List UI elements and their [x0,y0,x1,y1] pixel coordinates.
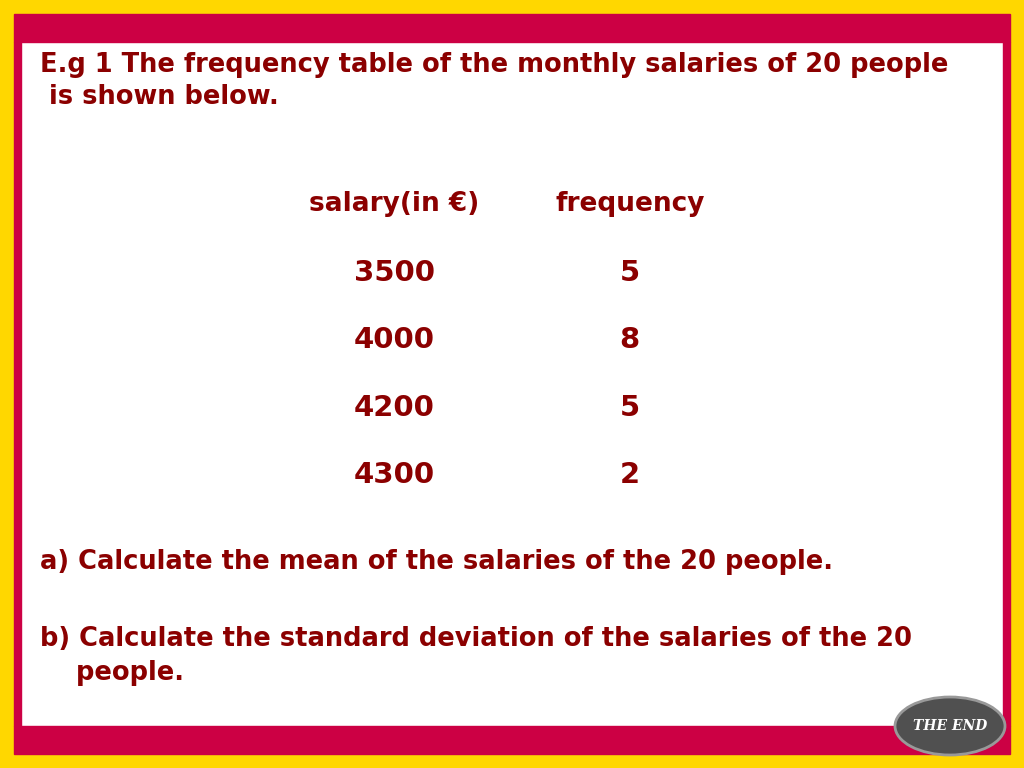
Text: 4300: 4300 [353,462,435,489]
Bar [0,0,14,768]
Text: frequency: frequency [555,190,705,217]
Bar [14,14,1010,42]
Bar [1002,42,1010,726]
Text: 5: 5 [620,394,640,422]
Text: b) Calculate the standard deviation of the salaries of the 20: b) Calculate the standard deviation of t… [40,626,912,652]
Text: a) Calculate the mean of the salaries of the 20 people.: a) Calculate the mean of the salaries of… [40,549,833,575]
Ellipse shape [895,697,1005,755]
Bar [0,0,1024,14]
Text: E.g 1 The frequency table of the monthly salaries of 20 people: E.g 1 The frequency table of the monthly… [40,52,948,78]
Text: 5: 5 [620,259,640,286]
Text: THE END: THE END [912,719,987,733]
Text: is shown below.: is shown below. [40,84,279,110]
Text: 2: 2 [620,462,640,489]
Bar [14,726,1010,754]
Bar [14,42,22,726]
Bar [0,754,1024,768]
Text: people.: people. [40,660,184,686]
Text: 3500: 3500 [353,259,435,286]
Text: 4200: 4200 [354,394,434,422]
Text: 8: 8 [620,326,640,354]
Text: salary(in €): salary(in €) [309,190,479,217]
Text: 4000: 4000 [353,326,435,354]
Bar [1010,0,1024,768]
